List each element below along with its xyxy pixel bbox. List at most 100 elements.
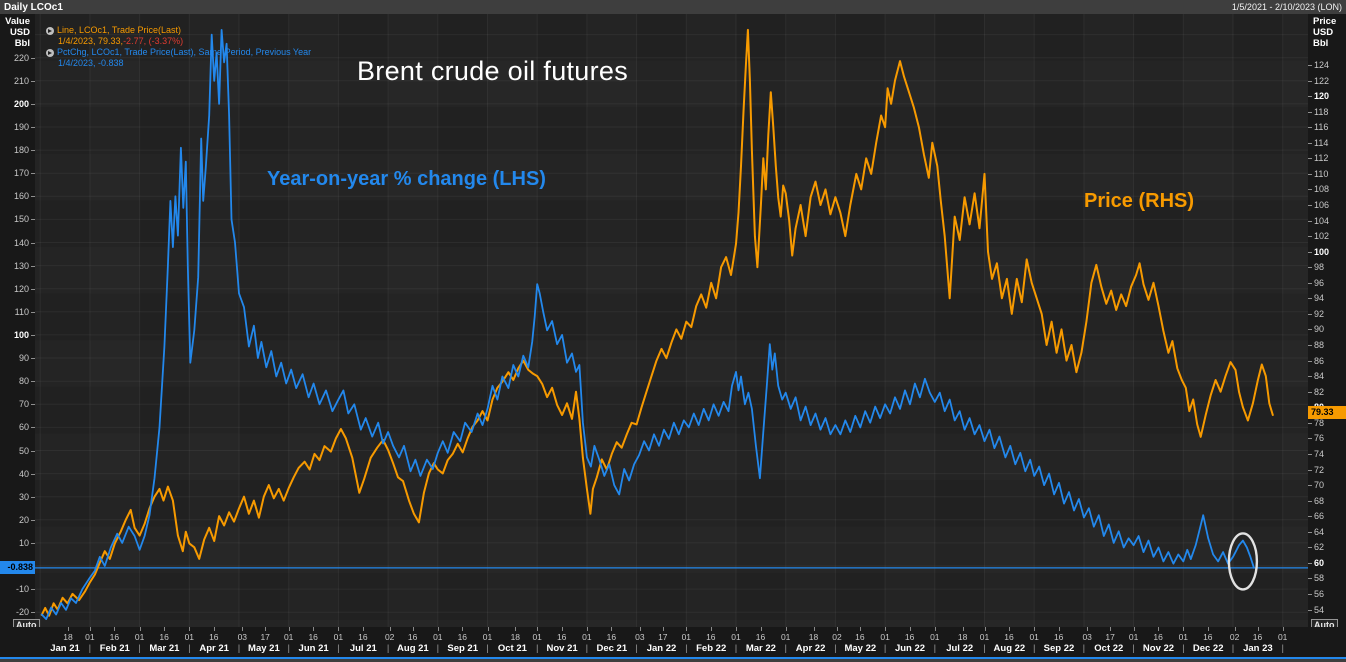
month-label: Feb 21 bbox=[99, 643, 130, 654]
left-axis[interactable]: Value USD Bbl 220 210 200 190 180 170 160 150 14… bbox=[0, 14, 40, 662]
day-tick-mark bbox=[89, 627, 91, 631]
month-label: Apr 21 bbox=[199, 643, 229, 654]
left-axis-tick-mark bbox=[31, 450, 35, 452]
day-tick-mark bbox=[1183, 627, 1185, 631]
left-axis-tick-label: 180 bbox=[13, 145, 29, 156]
right-axis-tick-mark bbox=[1308, 485, 1312, 486]
day-tick-label: 18 bbox=[63, 632, 73, 642]
month-label: Aug 22 bbox=[993, 643, 1026, 654]
day-tick-mark bbox=[189, 627, 191, 631]
day-tick-mark bbox=[1133, 627, 1135, 631]
month-label: Feb 22 bbox=[696, 643, 727, 654]
right-axis-tick-mark bbox=[1308, 282, 1312, 284]
right-axis-tick-label: 54 bbox=[1314, 604, 1325, 615]
day-tick-mark bbox=[1207, 627, 1209, 631]
day-tick-mark bbox=[537, 627, 539, 631]
right-axis-tick-label: 124 bbox=[1314, 60, 1330, 70]
day-tick-mark bbox=[462, 627, 464, 631]
day-tick-mark bbox=[1257, 627, 1259, 631]
right-axis-tick-label: 104 bbox=[1314, 215, 1330, 226]
day-tick-label: 16 bbox=[755, 632, 766, 642]
month-label: Jan 22 bbox=[646, 643, 677, 654]
right-axis-tick-mark bbox=[1308, 313, 1312, 315]
right-axis[interactable]: Price USD Bbl 124 122 120 118 116 114 112 110 10… bbox=[1308, 14, 1346, 662]
month-separator: | bbox=[585, 643, 589, 654]
month-label: Apr 22 bbox=[795, 643, 826, 654]
day-tick-mark bbox=[736, 627, 737, 631]
day-tick-mark bbox=[164, 627, 166, 631]
plot-area[interactable]: Line, LCOc1, Trade Price(Last) 1/4/2023, … bbox=[35, 14, 1308, 627]
right-axis-tick-mark bbox=[1308, 158, 1312, 160]
right-axis-tick-mark bbox=[1308, 562, 1312, 564]
highlight-ellipse-annotation bbox=[1227, 532, 1259, 591]
x-axis[interactable]: 18 Jan 21 | 01 16 Feb 21 | 01 16 Mar 21 | 01 16 Apr 2… bbox=[0, 627, 1346, 657]
left-axis-tick-mark bbox=[31, 496, 35, 498]
month-separator: | bbox=[983, 643, 986, 654]
left-axis-tick-mark bbox=[31, 519, 35, 521]
chart-canvas[interactable] bbox=[35, 14, 1308, 627]
day-tick-label: 02 bbox=[832, 632, 842, 642]
right-axis-tick-label: 88 bbox=[1314, 340, 1325, 350]
instrument-title: Daily LCOc1 bbox=[4, 1, 63, 13]
day-tick-label: 16 bbox=[358, 632, 368, 642]
day-tick-label: 03 bbox=[635, 632, 645, 642]
left-axis-tick-label: 40 bbox=[18, 468, 29, 479]
month-separator: | bbox=[1082, 643, 1086, 654]
left-axis-tick-label: 120 bbox=[13, 283, 29, 294]
circle-arrow-icon[interactable] bbox=[46, 48, 54, 57]
month-label: Nov 22 bbox=[1142, 643, 1175, 654]
right-axis-tick-label: 110 bbox=[1314, 168, 1329, 179]
left-axis-tick-label: -10 bbox=[15, 584, 29, 595]
date-range: 1/5/2021 - 2/10/2023 (LON) bbox=[1231, 2, 1342, 12]
month-separator: | bbox=[287, 643, 290, 654]
right-axis-tick-label: 94 bbox=[1314, 293, 1325, 304]
month-label: Sep 21 bbox=[447, 643, 479, 654]
month-label: Sep 22 bbox=[1043, 643, 1075, 654]
day-tick-label: 16 bbox=[1153, 632, 1163, 642]
left-axis-tick-mark bbox=[31, 57, 35, 59]
day-tick-label: 03 bbox=[1082, 632, 1092, 642]
left-axis-tick-label: 110 bbox=[14, 306, 29, 317]
day-tick-label: 16 bbox=[457, 632, 468, 642]
day-tick-mark bbox=[639, 627, 641, 631]
day-tick-label: 17 bbox=[1105, 632, 1115, 642]
right-axis-tick-label: 114 bbox=[1314, 137, 1329, 148]
grid-band bbox=[35, 433, 1308, 480]
right-axis-tick-label: 84 bbox=[1314, 371, 1325, 382]
month-separator: | bbox=[436, 643, 440, 654]
day-tick-mark bbox=[611, 627, 613, 631]
day-tick-label: 01 bbox=[1128, 632, 1139, 642]
day-tick-mark bbox=[962, 627, 964, 631]
month-label: Aug 21 bbox=[397, 643, 429, 654]
day-tick-mark bbox=[313, 627, 315, 631]
left-axis-tick-mark bbox=[31, 427, 35, 429]
legend-text: PctChg, LCOc1, Trade Price(Last), Same P… bbox=[57, 47, 312, 57]
month-separator: | bbox=[386, 643, 390, 654]
grid-band bbox=[35, 340, 1308, 387]
left-axis-tick-mark bbox=[31, 473, 35, 475]
day-tick-label: 01 bbox=[979, 632, 990, 642]
month-label: Jun 21 bbox=[298, 643, 329, 654]
right-axis-tick-label: 70 bbox=[1314, 480, 1325, 490]
left-axis-tick-mark bbox=[31, 265, 35, 267]
month-label: Dec 21 bbox=[596, 643, 628, 654]
right-axis-tick-label: 78 bbox=[1314, 417, 1325, 428]
day-tick-mark bbox=[114, 627, 116, 631]
day-tick-label: 02 bbox=[1229, 632, 1240, 642]
right-axis-tick-mark bbox=[1308, 516, 1312, 518]
price-series-line bbox=[40, 28, 1274, 617]
right-axis-tick-mark bbox=[1308, 205, 1312, 206]
day-tick-mark bbox=[338, 627, 340, 631]
day-tick-label: 01 bbox=[780, 632, 791, 642]
right-axis-tick-mark bbox=[1308, 578, 1312, 580]
right-axis-tick-mark bbox=[1308, 360, 1312, 362]
left-axis-tick-mark bbox=[31, 358, 35, 359]
month-label: Jan 21 bbox=[50, 643, 80, 654]
chart-title: Brent crude oil futures bbox=[357, 56, 629, 86]
right-axis-tick-mark bbox=[1308, 220, 1312, 222]
left-axis-tick-mark bbox=[31, 311, 35, 313]
circle-arrow-icon[interactable] bbox=[46, 26, 54, 35]
left-axis-tick-mark bbox=[31, 381, 35, 383]
left-axis-tick-mark bbox=[31, 589, 35, 591]
price-last-value-tag: 79.33 bbox=[1308, 406, 1346, 419]
